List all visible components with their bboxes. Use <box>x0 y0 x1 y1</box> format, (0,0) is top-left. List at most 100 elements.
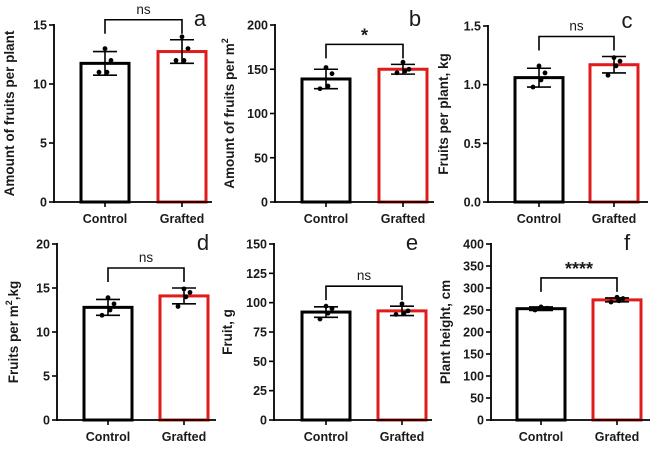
y-axis-label-part: Amount of fruits per m <box>222 43 237 189</box>
y-tick-label: 25 <box>253 384 267 398</box>
data-point <box>538 304 544 310</box>
y-tick-label: 10 <box>33 78 47 92</box>
data-point <box>323 303 329 309</box>
x-tick-label-grafted: Grafted <box>162 430 206 444</box>
data-point <box>104 69 110 75</box>
x-tick-label-control: Control <box>83 212 127 226</box>
data-point <box>538 77 544 83</box>
panel-letter: d <box>197 230 209 255</box>
data-point <box>614 294 620 300</box>
y-axis-label: Amount of fruits per m2 <box>220 38 237 189</box>
bar-control <box>79 61 131 204</box>
data-point <box>532 307 538 313</box>
y-tick-label: 250 <box>463 304 484 318</box>
x-tick-label-grafted: Grafted <box>595 430 639 444</box>
data-point <box>605 72 611 78</box>
y-tick-label: 15 <box>36 282 50 296</box>
data-point <box>181 286 187 292</box>
y-tick-label: 5 <box>40 137 47 151</box>
data-point <box>99 312 105 318</box>
panel-a: 0 5 10 15 Control Grafted Amount of fruits per… <box>2 2 212 226</box>
data-point <box>542 70 548 76</box>
significance-label: ns <box>569 19 584 34</box>
x-tick-label-grafted: Grafted <box>160 212 204 226</box>
y-axis-label: Amount of fruits per plant <box>2 30 17 196</box>
data-point <box>105 295 111 301</box>
data-point <box>405 308 411 314</box>
panel-letter: f <box>624 230 631 255</box>
y-axis-label-superscript: 2 <box>220 38 230 43</box>
significance-bracket <box>325 43 404 59</box>
data-point <box>185 46 191 51</box>
y-axis-label-part: Fruits per m <box>6 305 21 383</box>
data-point <box>401 310 407 316</box>
data-point <box>317 86 323 92</box>
y-tick-label: 5 <box>43 370 50 384</box>
y-tick-label: 0 <box>40 196 47 210</box>
bar-grafted <box>376 309 428 422</box>
y-tick-label: 150 <box>247 63 268 77</box>
data-point <box>544 305 550 311</box>
bar-grafted <box>377 67 429 204</box>
bar-control <box>513 76 565 204</box>
data-point <box>620 296 626 301</box>
x-tick-label-grafted: Grafted <box>592 212 636 226</box>
panel-letter: b <box>409 6 421 31</box>
data-point <box>394 70 400 76</box>
significance-bracket <box>540 277 618 292</box>
y-axis-label: Fruits per m2,kg <box>4 281 21 384</box>
data-point <box>323 65 329 70</box>
data-point <box>325 83 331 89</box>
panel-letter: a <box>194 6 207 31</box>
y-tick-label: 350 <box>463 260 484 274</box>
significance-label: ns <box>357 268 372 283</box>
data-point <box>181 58 187 63</box>
data-point <box>399 301 405 307</box>
x-tick-label-control: Control <box>304 212 348 226</box>
significance-bracket <box>325 285 403 301</box>
y-axis-label: Fruits per plant, kg <box>436 53 451 175</box>
y-tick-label: 150 <box>463 348 484 362</box>
data-point <box>108 58 114 63</box>
y-axis-label: Fruit, g <box>220 309 235 355</box>
bar-control <box>82 305 134 422</box>
data-point <box>183 294 189 300</box>
y-tick-label: 100 <box>247 107 268 121</box>
y-tick-label: 300 <box>463 282 484 296</box>
y-tick-label: 0.5 <box>464 137 481 151</box>
data-point <box>325 310 331 316</box>
data-point <box>393 312 399 317</box>
data-point <box>317 316 323 322</box>
data-point <box>613 63 619 69</box>
data-point <box>536 63 542 69</box>
data-point <box>329 306 335 311</box>
bar-control <box>300 77 352 204</box>
y-tick-label: 0 <box>260 414 267 428</box>
data-point <box>179 34 185 40</box>
significance-label: ns <box>136 2 151 17</box>
y-tick-label: 50 <box>253 355 267 369</box>
data-point <box>402 68 408 74</box>
data-point <box>530 84 536 90</box>
data-point <box>611 55 617 61</box>
bar-control <box>300 310 352 422</box>
y-tick-label: 1.0 <box>464 78 481 92</box>
y-tick-label: 200 <box>463 326 484 340</box>
data-point <box>107 307 113 313</box>
data-point <box>329 71 335 77</box>
panel-d: 0 5 10 15 20 Control Grafted Fruits per m2,kg ns… <box>4 230 216 444</box>
data-point <box>175 304 181 309</box>
significance-bracket <box>107 267 185 282</box>
panel-letter: e <box>406 230 418 255</box>
significance-bracket <box>104 18 183 34</box>
significance-label: * <box>361 25 368 45</box>
panel-f: 0 50 100 150 200 250 300 350 400 Control Grafted Pl… <box>438 230 650 444</box>
x-tick-label-control: Control <box>517 212 561 226</box>
x-tick-label-control: Control <box>304 430 348 444</box>
y-tick-label: 1.5 <box>464 20 481 34</box>
data-point <box>102 46 108 51</box>
data-point <box>616 298 622 304</box>
data-point <box>187 290 193 295</box>
panel-e: 0 25 50 75 100 125 150 Control Grafted Fruit, g ns… <box>220 230 432 444</box>
